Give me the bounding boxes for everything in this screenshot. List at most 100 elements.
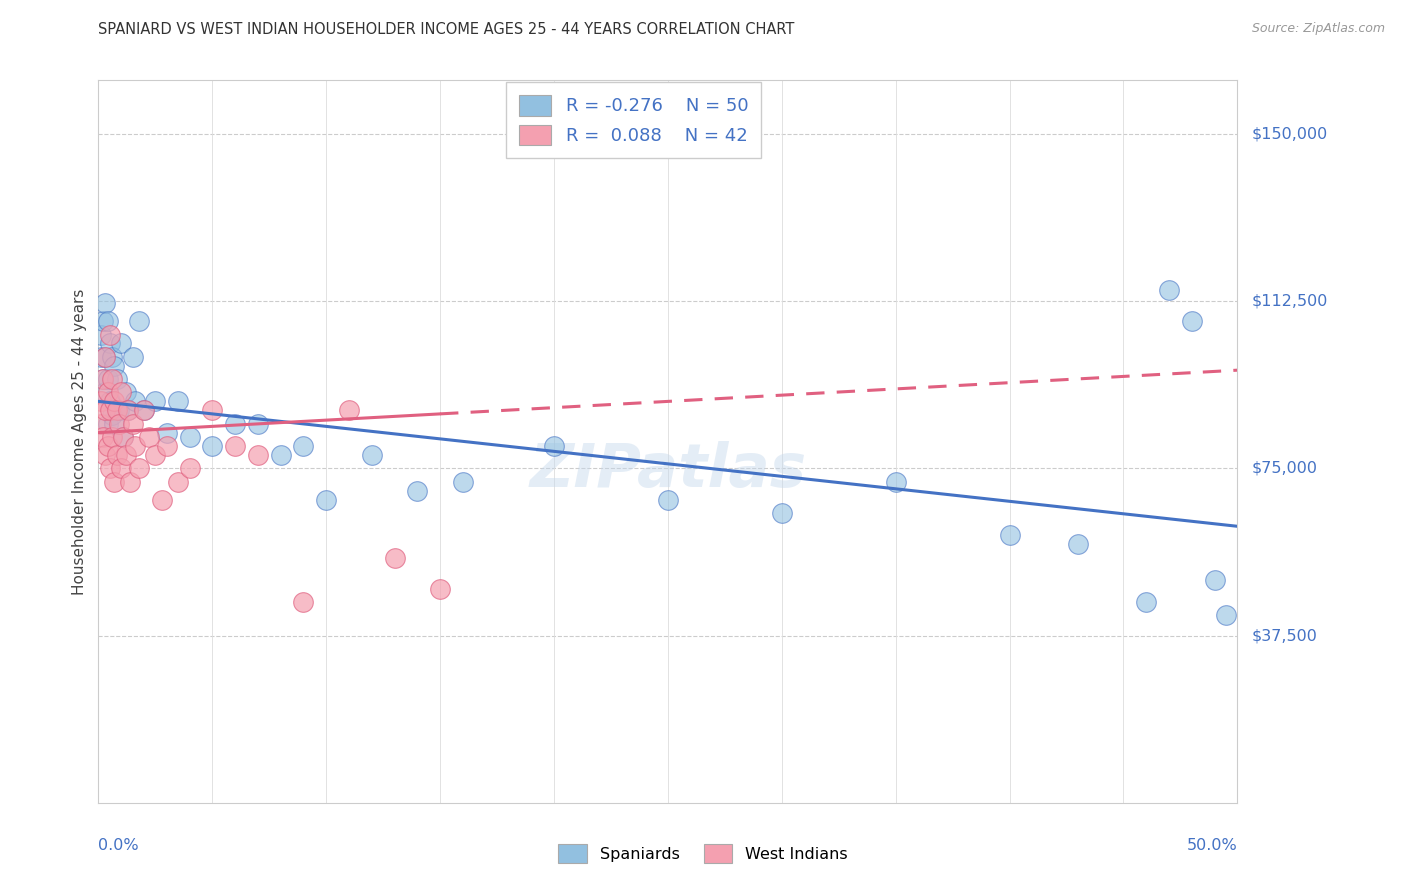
Point <box>145 448 167 462</box>
Point <box>114 385 136 400</box>
Point <box>451 475 474 489</box>
Point <box>98 403 121 417</box>
Text: 0.0%: 0.0% <box>98 838 139 853</box>
Point <box>94 350 117 364</box>
Point <box>1067 537 1090 551</box>
Point <box>110 461 132 475</box>
Point <box>128 314 150 328</box>
Point <box>105 372 128 386</box>
Text: SPANIARD VS WEST INDIAN HOUSEHOLDER INCOME AGES 25 - 44 YEARS CORRELATION CHART: SPANIARD VS WEST INDIAN HOUSEHOLDER INCO… <box>98 22 794 37</box>
Point <box>101 430 124 444</box>
Point <box>337 403 360 417</box>
Point <box>657 492 679 507</box>
Point <box>90 394 112 409</box>
Point <box>1215 608 1237 623</box>
Point <box>121 350 143 364</box>
Point <box>105 448 128 462</box>
Point <box>884 475 907 489</box>
Point <box>179 461 201 475</box>
Point <box>138 430 160 444</box>
Point <box>98 327 121 342</box>
Point <box>224 417 246 431</box>
Point <box>224 439 246 453</box>
Point <box>98 336 121 351</box>
Point <box>124 394 146 409</box>
Point <box>103 475 125 489</box>
Point <box>108 417 131 431</box>
Point <box>150 492 173 507</box>
Point <box>145 394 167 409</box>
Point <box>94 448 117 462</box>
Point <box>94 296 117 310</box>
Text: $75,000: $75,000 <box>1251 461 1317 475</box>
Point <box>292 595 315 609</box>
Point <box>1135 595 1157 609</box>
Point <box>1181 314 1204 328</box>
Point <box>1204 573 1226 587</box>
Point <box>96 385 118 400</box>
Point <box>1157 283 1180 297</box>
Point <box>110 336 132 351</box>
Point <box>156 425 179 440</box>
Point <box>120 475 142 489</box>
Point <box>124 439 146 453</box>
Point <box>91 372 114 386</box>
Point <box>101 350 124 364</box>
Point <box>94 403 117 417</box>
Legend: R = -0.276    N = 50, R =  0.088    N = 42: R = -0.276 N = 50, R = 0.088 N = 42 <box>506 82 761 158</box>
Text: $150,000: $150,000 <box>1251 127 1327 141</box>
Point <box>103 394 125 409</box>
Point <box>770 506 793 520</box>
Point <box>112 430 135 444</box>
Point <box>543 439 565 453</box>
Point <box>201 439 224 453</box>
Point <box>128 461 150 475</box>
Point <box>406 483 429 498</box>
Point <box>96 417 118 431</box>
Legend: Spaniards, West Indians: Spaniards, West Indians <box>550 836 856 871</box>
Point <box>156 439 179 453</box>
Point <box>108 403 131 417</box>
Point <box>112 430 135 444</box>
Point <box>429 582 451 596</box>
Point <box>132 403 155 417</box>
Point <box>94 385 117 400</box>
Text: Source: ZipAtlas.com: Source: ZipAtlas.com <box>1251 22 1385 36</box>
Point <box>998 528 1021 542</box>
Point <box>91 430 114 444</box>
Point <box>384 550 406 565</box>
Point <box>117 403 139 417</box>
Point <box>179 430 201 444</box>
Point <box>90 327 112 342</box>
Point <box>98 461 121 475</box>
Point <box>292 439 315 453</box>
Point <box>90 417 112 431</box>
Point <box>132 403 155 417</box>
Point <box>96 314 118 328</box>
Point <box>96 439 118 453</box>
Point <box>110 385 132 400</box>
Text: $37,500: $37,500 <box>1251 628 1317 643</box>
Point <box>91 372 114 386</box>
Point <box>246 448 269 462</box>
Point <box>121 417 143 431</box>
Point <box>246 417 269 431</box>
Y-axis label: Householder Income Ages 25 - 44 years: Householder Income Ages 25 - 44 years <box>72 288 87 595</box>
Point <box>167 394 190 409</box>
Point <box>201 403 224 417</box>
Text: ZIPatlas: ZIPatlas <box>529 441 807 500</box>
Point <box>94 350 117 364</box>
Point <box>105 403 128 417</box>
Point <box>117 403 139 417</box>
Point <box>103 417 125 431</box>
Point <box>270 448 292 462</box>
Point <box>114 448 136 462</box>
Point <box>360 448 382 462</box>
Point <box>101 372 124 386</box>
Point <box>91 314 114 328</box>
Point <box>103 359 125 373</box>
Point <box>98 394 121 409</box>
Point <box>96 372 118 386</box>
Text: 50.0%: 50.0% <box>1187 838 1237 853</box>
Point <box>167 475 190 489</box>
